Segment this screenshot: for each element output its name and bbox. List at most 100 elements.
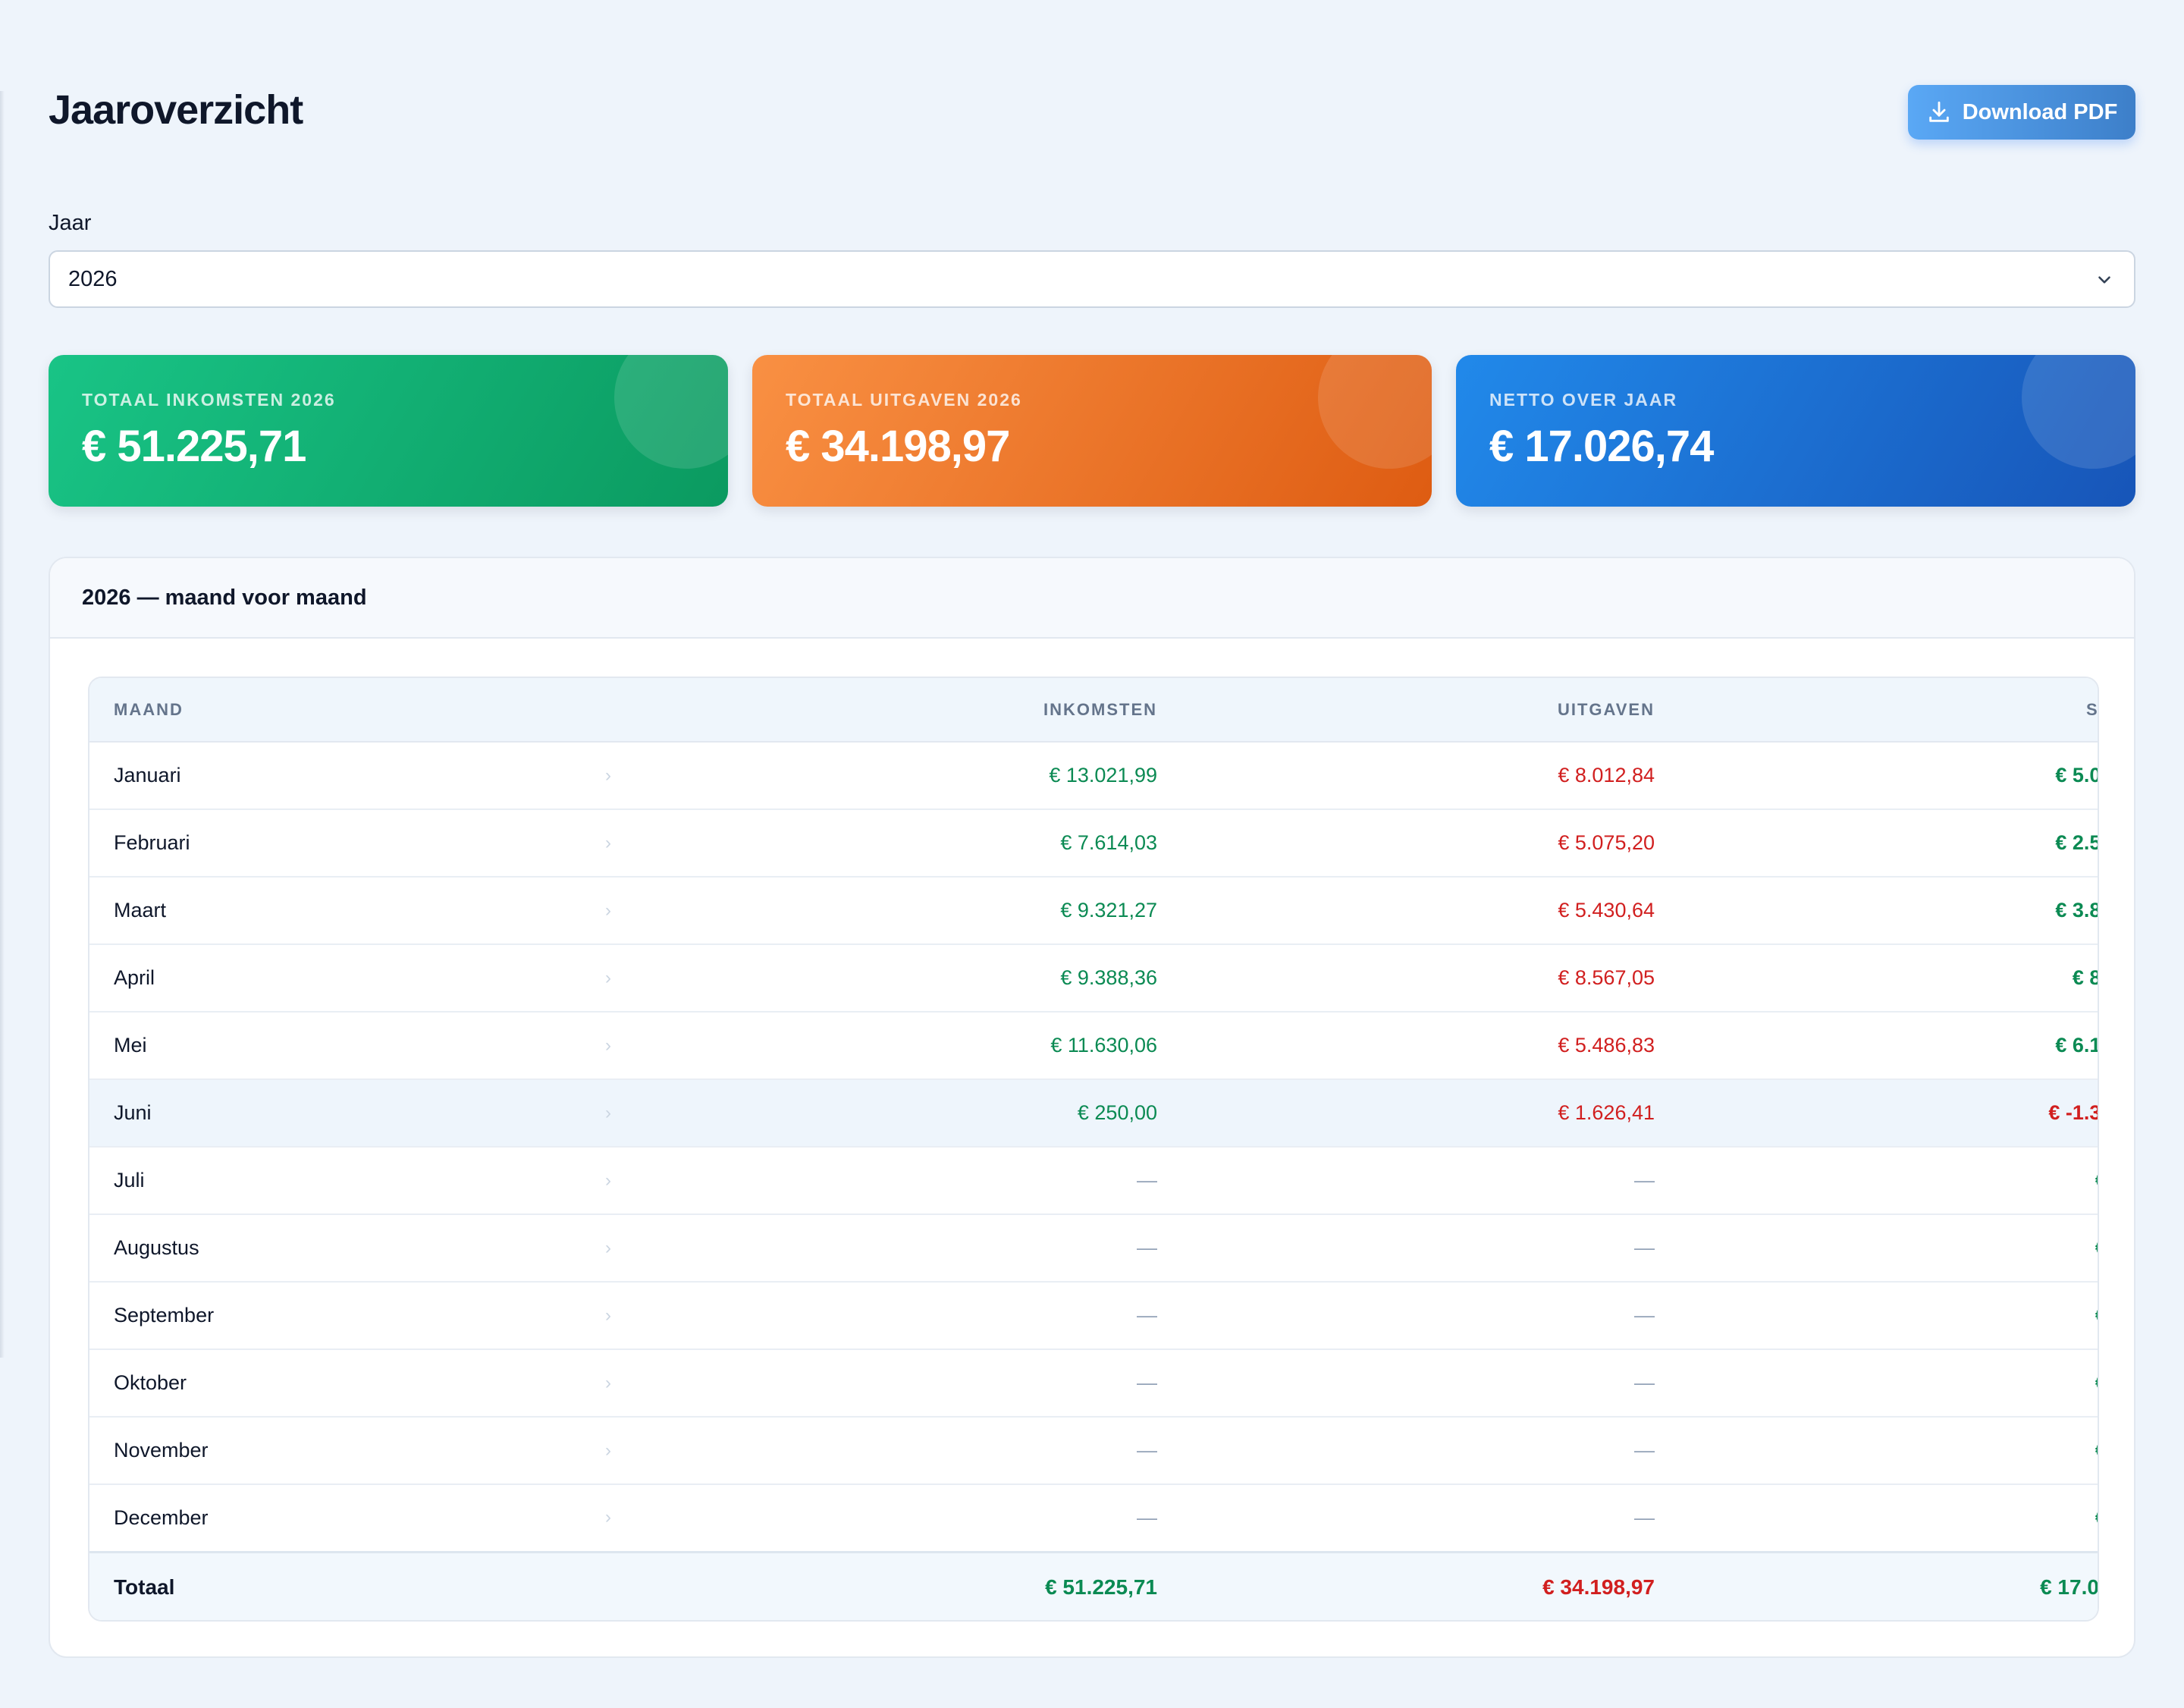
card-label: NETTO OVER JAAR — [1489, 390, 1678, 410]
row-balance: € -1.376,41 — [1679, 1079, 2098, 1148]
row-income: € 11.630,06 — [666, 1012, 1181, 1080]
row-month: November — [89, 1417, 605, 1485]
row-balance: € 0,00 — [1679, 1417, 2098, 1485]
row-expenses: € 8.012,84 — [1181, 742, 1679, 810]
monthly-table-wrapper: MAAND INKOMSTEN UITGAVEN SALDO Januari›€… — [88, 677, 2099, 1622]
column-header-expenses: UITGAVEN — [1181, 678, 1679, 743]
table-row[interactable]: April›€ 9.388,36€ 8.567,05€ 821,31 — [89, 944, 2098, 1013]
row-income: — — [666, 1147, 1181, 1215]
column-header-income: INKOMSTEN — [666, 678, 1181, 743]
row-income: — — [666, 1214, 1181, 1283]
row-expenses: € 1.626,41 — [1181, 1079, 1679, 1148]
chevron-right-icon: › — [605, 1079, 666, 1148]
sidebar-edge-shadow — [0, 91, 5, 1358]
total-expenses: € 34.198,97 — [1181, 1550, 1679, 1620]
page-title: Jaaroverzicht — [49, 87, 303, 133]
row-balance: € 0,00 — [1679, 1147, 2098, 1215]
row-income: € 7.614,03 — [666, 809, 1181, 878]
row-month: Juli — [89, 1147, 605, 1215]
row-income: — — [666, 1282, 1181, 1350]
total-spacer — [605, 1550, 666, 1620]
row-income: € 9.388,36 — [666, 944, 1181, 1013]
row-month: Oktober — [89, 1349, 605, 1418]
row-balance: € 0,00 — [1679, 1349, 2098, 1418]
row-balance: € 6.143,23 — [1679, 1012, 2098, 1080]
row-income: — — [666, 1349, 1181, 1418]
row-month: September — [89, 1282, 605, 1350]
row-income: € 13.021,99 — [666, 742, 1181, 810]
chevron-right-icon: › — [605, 1214, 666, 1283]
table-row[interactable]: Augustus›——€ 0,00 — [89, 1214, 2098, 1283]
table-row[interactable]: Januari›€ 13.021,99€ 8.012,84€ 5.009,15 — [89, 742, 2098, 810]
card-value: € 17.026,74 — [1489, 422, 1714, 471]
table-row[interactable]: Oktober›——€ 0,00 — [89, 1349, 2098, 1418]
row-month: Maart — [89, 877, 605, 945]
card-label: TOTAAL INKOMSTEN 2026 — [82, 390, 336, 410]
row-expenses: — — [1181, 1349, 1679, 1418]
chevron-right-icon: › — [605, 1147, 666, 1215]
chevron-right-icon: › — [605, 1012, 666, 1080]
chevron-down-icon — [2098, 276, 2110, 284]
card-total-income: TOTAAL INKOMSTEN 2026 € 51.225,71 — [49, 355, 728, 507]
row-balance: € 821,31 — [1679, 944, 2098, 1013]
row-balance: € 0,00 — [1679, 1484, 2098, 1553]
year-select-value: 2026 — [68, 266, 118, 291]
card-value: € 34.198,97 — [786, 422, 1010, 471]
monthly-table: MAAND INKOMSTEN UITGAVEN SALDO Januari›€… — [89, 678, 2098, 1620]
download-icon — [1928, 101, 1949, 122]
chevron-right-icon: › — [605, 944, 666, 1013]
row-month: Februari — [89, 809, 605, 878]
monthly-panel: 2026 — maand voor maand MAAND INKOMSTEN … — [49, 557, 2135, 1658]
table-row[interactable]: December›——€ 0,00 — [89, 1484, 2098, 1553]
row-income: — — [666, 1484, 1181, 1553]
year-select[interactable]: 2026 — [49, 250, 2135, 308]
table-row[interactable]: Maart›€ 9.321,27€ 5.430,64€ 3.890,63 — [89, 877, 2098, 945]
table-row[interactable]: Juni›€ 250,00€ 1.626,41€ -1.376,41 — [89, 1079, 2098, 1148]
column-header-spacer — [605, 678, 666, 743]
row-expenses: — — [1181, 1282, 1679, 1350]
chevron-right-icon: › — [605, 809, 666, 878]
table-row[interactable]: September›——€ 0,00 — [89, 1282, 2098, 1350]
row-month: April — [89, 944, 605, 1013]
row-balance: € 0,00 — [1679, 1282, 2098, 1350]
table-header-row: MAAND INKOMSTEN UITGAVEN SALDO — [89, 678, 2098, 743]
row-balance: € 3.890,63 — [1679, 877, 2098, 945]
download-pdf-label: Download PDF — [1962, 99, 2118, 124]
chevron-right-icon: › — [605, 1282, 666, 1350]
total-income: € 51.225,71 — [666, 1550, 1181, 1620]
row-month: Juni — [89, 1079, 605, 1148]
row-income: € 250,00 — [666, 1079, 1181, 1148]
row-income: — — [666, 1417, 1181, 1485]
summary-cards: TOTAAL INKOMSTEN 2026 € 51.225,71 TOTAAL… — [49, 355, 2135, 507]
total-balance: € 17.026,74 — [1679, 1550, 2098, 1620]
table-row[interactable]: Juli›——€ 0,00 — [89, 1147, 2098, 1215]
table-row[interactable]: November›——€ 0,00 — [89, 1417, 2098, 1485]
chevron-right-icon: › — [605, 742, 666, 810]
chevron-right-icon: › — [605, 1417, 666, 1485]
row-balance: € 5.009,15 — [1679, 742, 2098, 810]
row-expenses: € 5.075,20 — [1181, 809, 1679, 878]
row-balance: € 0,00 — [1679, 1214, 2098, 1283]
table-row[interactable]: Februari›€ 7.614,03€ 5.075,20€ 2.538,83 — [89, 809, 2098, 878]
row-income: € 9.321,27 — [666, 877, 1181, 945]
chevron-right-icon: › — [605, 1484, 666, 1553]
row-month: December — [89, 1484, 605, 1553]
column-header-month: MAAND — [89, 678, 605, 743]
row-balance: € 2.538,83 — [1679, 809, 2098, 878]
row-expenses: — — [1181, 1214, 1679, 1283]
column-header-balance: SALDO — [1679, 678, 2098, 743]
year-label: Jaar — [49, 211, 92, 235]
chevron-right-icon: › — [605, 1349, 666, 1418]
card-net-year: NETTO OVER JAAR € 17.026,74 — [1456, 355, 2135, 507]
total-label: Totaal — [89, 1550, 605, 1620]
row-expenses: € 5.430,64 — [1181, 877, 1679, 945]
panel-title: 2026 — maand voor maand — [50, 558, 2134, 639]
page-header: Jaaroverzicht Download PDF — [49, 83, 2135, 140]
table-total-row: Totaal € 51.225,71 € 34.198,97 € 17.026,… — [89, 1550, 2098, 1620]
download-pdf-button[interactable]: Download PDF — [1908, 85, 2135, 140]
card-value: € 51.225,71 — [82, 422, 306, 471]
row-month: Mei — [89, 1012, 605, 1080]
table-row[interactable]: Mei›€ 11.630,06€ 5.486,83€ 6.143,23 — [89, 1012, 2098, 1080]
row-expenses: € 5.486,83 — [1181, 1012, 1679, 1080]
card-total-expenses: TOTAAL UITGAVEN 2026 € 34.198,97 — [752, 355, 1432, 507]
